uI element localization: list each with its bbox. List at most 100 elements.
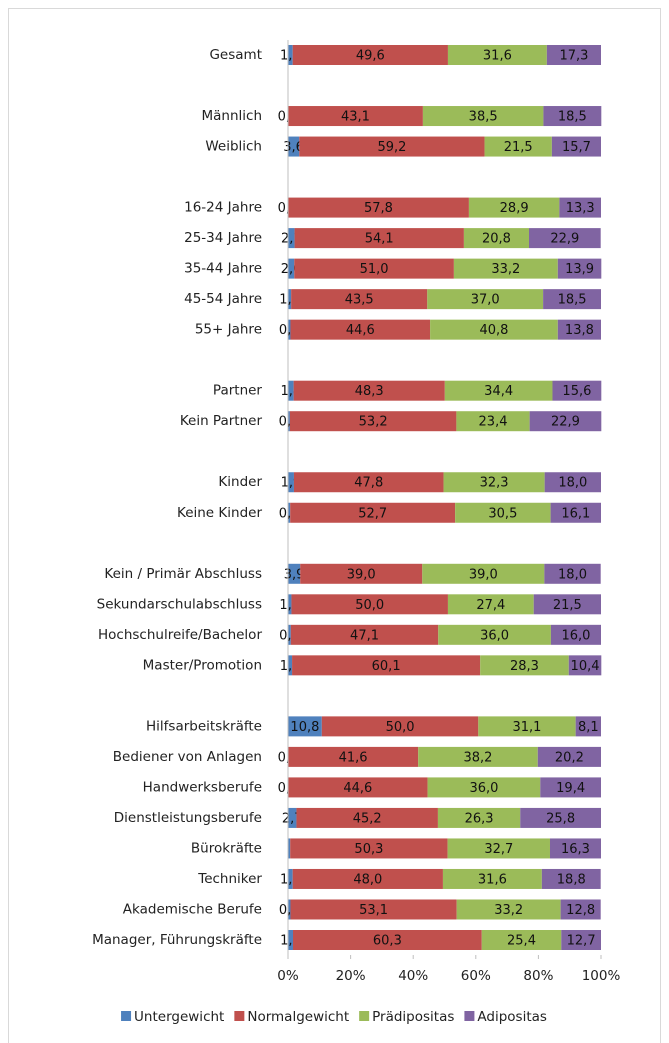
value-label: 47,1 [350,628,379,643]
bar-segment [288,472,294,493]
bar-segment [468,197,560,218]
bar-segment [481,930,562,950]
x-tick-label: 80% [523,968,553,984]
bar-segment [294,258,454,279]
bar-segment [427,289,544,310]
bar-segment [541,868,601,889]
value-label: 43,1 [341,110,370,125]
value-label: 60,3 [373,934,402,949]
value-label: 32,7 [484,842,513,857]
category-label: 25-34 Jahre [184,230,262,246]
bar-segment [293,930,482,950]
x-tick-label: 0% [277,968,299,984]
value-label: 12,8 [566,903,595,918]
bar-segment [288,746,419,767]
bar-segment [552,380,602,401]
bar-segment [288,838,291,859]
value-label: 50,0 [355,598,384,613]
bar-segment [292,45,448,65]
bar-segment [529,228,601,249]
category-label: Master/Promotion [143,657,262,673]
bar-segment [422,106,544,127]
value-label: 60,1 [372,659,401,674]
x-tick-label: 20% [336,968,366,984]
value-label: 26,3 [465,811,494,826]
bar-segment [288,106,423,127]
value-label: 53,1 [359,903,388,918]
value-label: 25,8 [546,811,575,826]
bar-segment [292,655,481,676]
bar-segment [291,289,428,310]
category-label: Sekundarschulabschluss [97,596,262,612]
value-label: 18,5 [558,293,587,308]
value-label: 36,0 [480,628,509,643]
bar-segment [455,502,551,523]
bar-segment [557,319,601,340]
bar-segment [288,319,291,340]
value-label: 44,6 [343,781,372,796]
bar-segment [550,624,601,645]
bar-segment [288,289,292,310]
category-label: Kein Partner [180,413,263,429]
category-label: Techniker [197,871,262,887]
value-label: 18,0 [558,567,587,582]
bar-segment [438,624,551,645]
legend-swatch [464,1011,475,1021]
value-label: 22,9 [551,415,580,430]
legend-swatch [234,1011,245,1021]
value-label: 16,0 [561,628,590,643]
legend-swatch [359,1011,370,1021]
bar-segment [288,777,428,798]
value-label: 13,3 [566,201,595,216]
bar-segment [290,899,457,920]
value-label: 10,4 [571,659,600,674]
value-label: 31,6 [478,872,507,887]
bar-segment [288,594,292,615]
value-label: 20,2 [555,750,584,765]
value-label: 18,8 [557,872,586,887]
bar-segment [443,472,545,493]
value-label: 20,8 [482,232,511,247]
value-label: 52,7 [358,506,387,521]
bar-segment [549,838,601,859]
value-label: 19,4 [556,781,585,796]
value-label: 49,6 [356,49,385,64]
bar-segment [480,655,569,676]
value-label: 39,0 [347,567,376,582]
bar-segment [560,899,601,920]
bar-segment [540,777,601,798]
bar-segment [288,624,291,645]
bar-segment [456,899,561,920]
bar-segment [444,380,553,401]
value-label: 48,0 [353,872,382,887]
bar-segment [447,838,550,859]
value-label: 50,3 [354,842,383,857]
bar-segment [296,807,438,828]
value-label: 50,0 [386,720,415,735]
value-label: 39,0 [469,567,498,582]
value-label: 32,3 [480,476,509,491]
bar-segment [293,472,444,493]
value-label: 16,1 [561,506,590,521]
value-label: 10,8 [290,720,319,735]
category-label: Manager, Führungskräfte [92,932,262,948]
bar-segment [546,45,601,65]
bar-segment [288,716,322,737]
category-label: 35-44 Jahre [184,261,262,277]
bar-segment [447,45,547,65]
bar-segment [484,136,552,157]
bar-segment [557,258,602,279]
category-label: 55+ Jahre [195,322,262,338]
bar-segment [561,930,601,950]
value-label: 54,1 [365,232,394,247]
category-label: 16-24 Jahre [184,200,262,216]
value-label: 44,6 [346,323,375,338]
value-label: 57,8 [364,201,393,216]
bar-segment [293,380,445,401]
bar-segment [288,807,297,828]
value-label: 21,5 [553,598,582,613]
bar-segment [427,777,541,798]
value-label: 21,5 [504,140,533,155]
bar-segment [290,319,431,340]
